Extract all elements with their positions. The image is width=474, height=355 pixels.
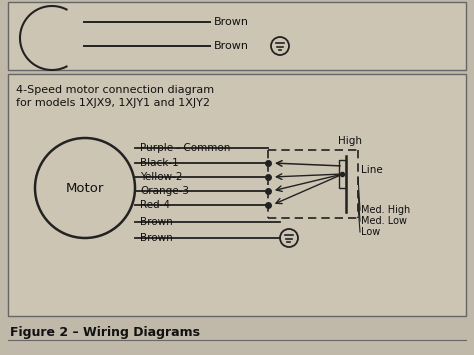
Text: Purple - Common: Purple - Common xyxy=(140,143,230,153)
Text: Brown: Brown xyxy=(140,233,173,243)
Text: Low: Low xyxy=(361,227,380,237)
Circle shape xyxy=(35,138,135,238)
Text: High: High xyxy=(338,136,362,146)
Text: Figure 2 – Wiring Diagrams: Figure 2 – Wiring Diagrams xyxy=(10,326,200,339)
Text: Yellow-2: Yellow-2 xyxy=(140,172,182,182)
Text: Red-4: Red-4 xyxy=(140,200,170,210)
Text: Motor: Motor xyxy=(66,181,104,195)
Text: Orange-3: Orange-3 xyxy=(140,186,189,196)
Bar xyxy=(339,160,346,188)
Text: 4-Speed motor connection diagram: 4-Speed motor connection diagram xyxy=(16,85,214,95)
Text: Black-1: Black-1 xyxy=(140,158,179,168)
Text: Brown: Brown xyxy=(214,17,249,27)
Text: Med. High: Med. High xyxy=(361,205,410,215)
Text: Brown: Brown xyxy=(140,217,173,227)
Text: for models 1XJX9, 1XJY1 and 1XJY2: for models 1XJX9, 1XJY1 and 1XJY2 xyxy=(16,98,210,108)
Text: Med. Low: Med. Low xyxy=(361,216,407,226)
Text: Brown: Brown xyxy=(214,41,249,51)
Text: Line: Line xyxy=(361,165,383,175)
Bar xyxy=(8,74,466,316)
Bar xyxy=(8,2,466,70)
